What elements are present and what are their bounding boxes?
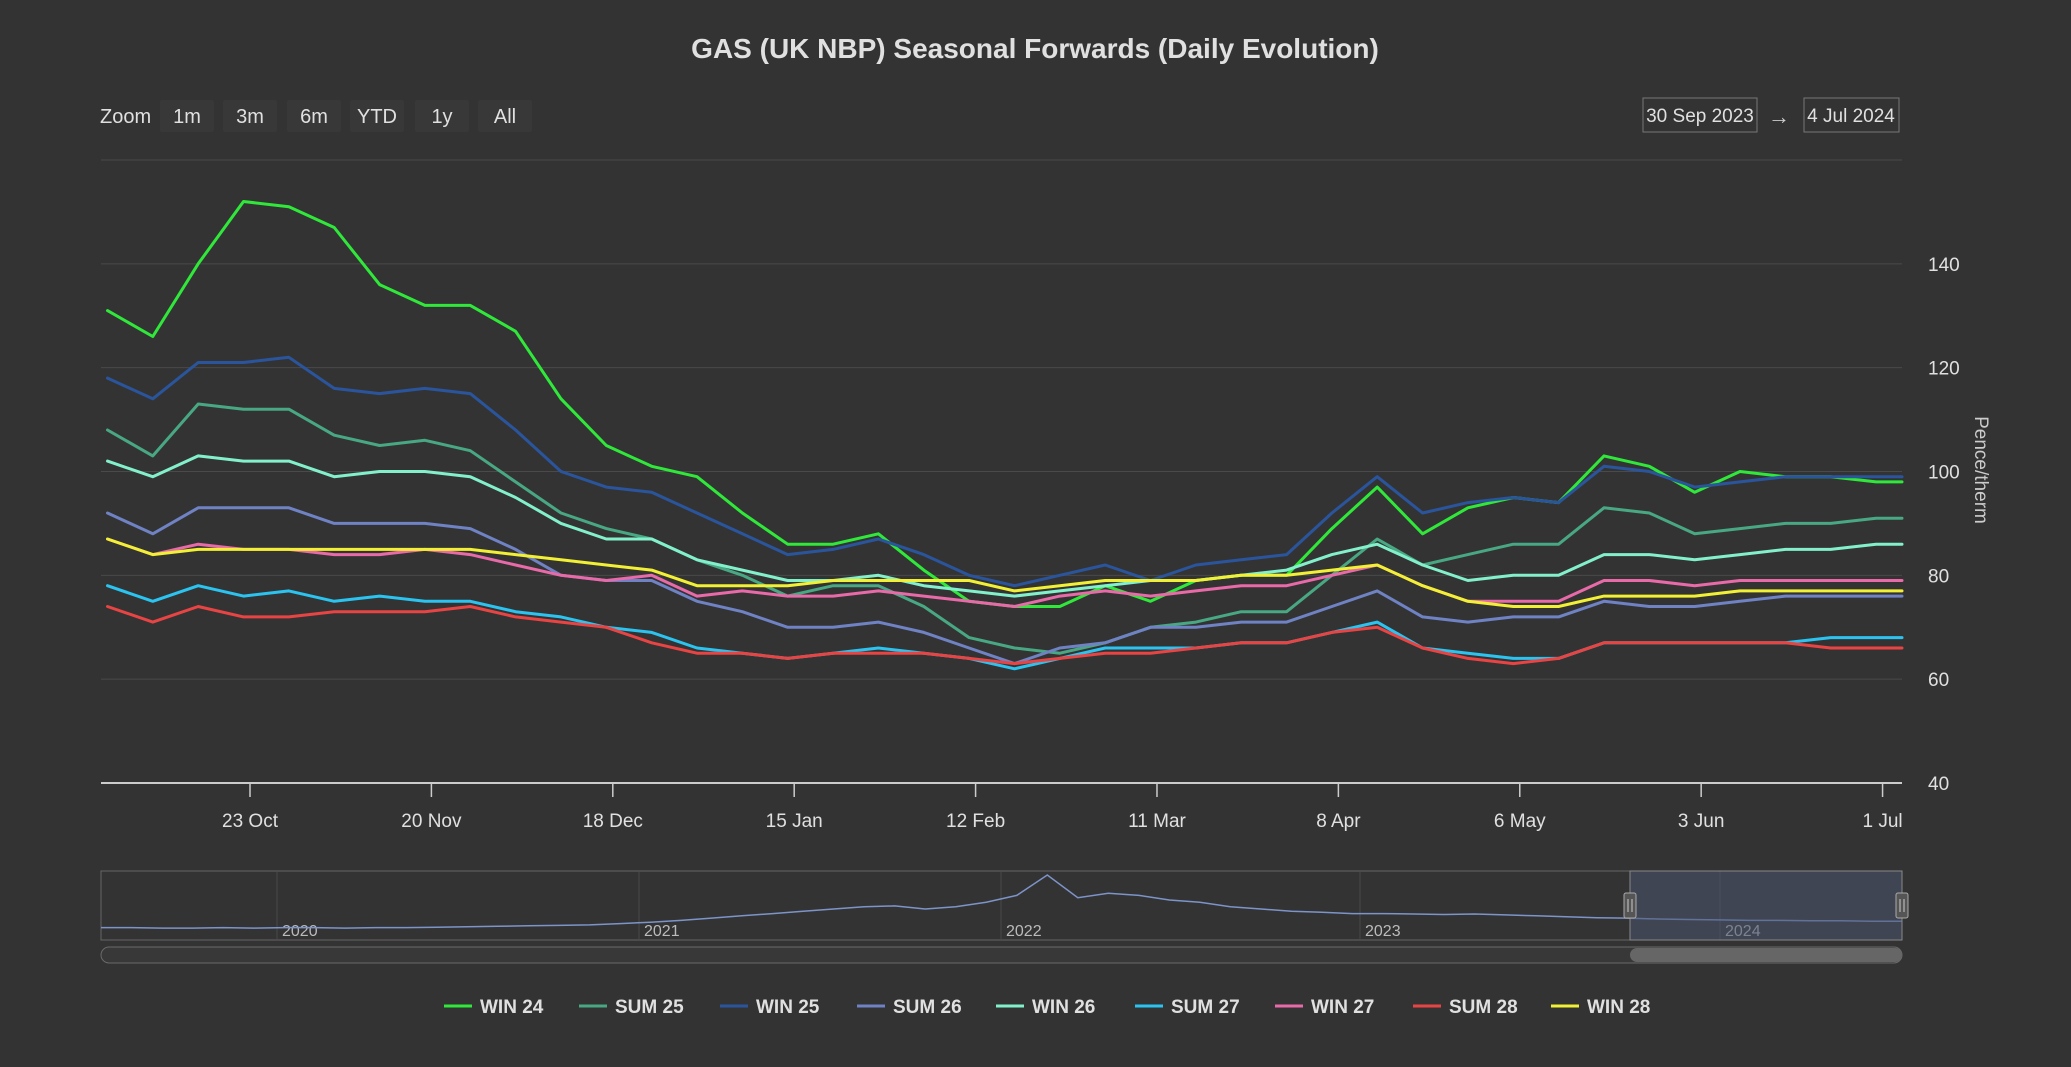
legend-label: SUM 28 — [1449, 997, 1518, 1018]
y-tick-label: 80 — [1928, 566, 1949, 587]
legend-item-win-25[interactable]: WIN 25 — [720, 997, 820, 1018]
zoom-button-ytd[interactable]: YTD — [350, 100, 404, 132]
zoom-controls: Zoom 1m 3m 6m YTD 1y All — [100, 100, 532, 132]
x-tick-label: 20 Nov — [401, 811, 462, 832]
navigator-year-label: 2021 — [644, 923, 680, 940]
zoom-button-label[interactable]: YTD — [357, 106, 397, 128]
y-tick-label: 40 — [1928, 774, 1949, 795]
navigator-handle-left[interactable] — [1623, 892, 1637, 919]
navigator-year-label: 2022 — [1006, 923, 1042, 940]
legend-item-sum-26[interactable]: SUM 26 — [857, 997, 962, 1018]
legend-item-win-24[interactable]: WIN 24 — [444, 997, 544, 1018]
series-line-sum-27 — [106, 584, 1904, 671]
y-axis: 40 60 80 100 120 140 — [1928, 255, 1960, 795]
legend-label: SUM 25 — [615, 997, 684, 1018]
navigator-series-line — [101, 874, 1902, 929]
zoom-button-bg[interactable] — [287, 100, 341, 132]
zoom-button-bg[interactable] — [350, 100, 404, 132]
series-line-win-24 — [106, 200, 1904, 608]
series-line-win-25 — [106, 355, 1904, 588]
legend-item-sum-25[interactable]: SUM 25 — [579, 997, 684, 1018]
zoom-button-bg[interactable] — [223, 100, 277, 132]
series-line-sum-28 — [106, 605, 1904, 666]
zoom-label: Zoom — [100, 106, 151, 128]
navigator-year-label: 2023 — [1365, 923, 1401, 940]
range-from-input[interactable]: 30 Sep 2023 — [1646, 106, 1754, 127]
x-axis: 23 Oct 20 Nov 18 Dec 15 Jan 12 Feb 11 Mar 8 Ap… — [101, 782, 1903, 832]
range-to-box[interactable] — [1803, 97, 1900, 133]
navigator-selection[interactable] — [1629, 870, 1903, 941]
x-tick-label: 1 Jul — [1862, 811, 1902, 832]
x-tick-label: 11 Mar — [1128, 811, 1186, 832]
y-axis-title: Pence/therm — [1970, 416, 1991, 524]
series-line-sum-25 — [106, 402, 1904, 655]
legend-label: SUM 27 — [1171, 997, 1240, 1018]
zoom-button-6m[interactable]: 6m — [287, 100, 341, 132]
zoom-button-bg[interactable] — [415, 100, 469, 132]
legend-label: WIN 27 — [1311, 997, 1374, 1018]
x-tick-label: 12 Feb — [946, 811, 1005, 832]
legend-item-win-26[interactable]: WIN 26 — [996, 997, 1095, 1018]
zoom-button-label[interactable]: 1y — [431, 106, 452, 128]
zoom-button-label[interactable]: 3m — [236, 106, 264, 128]
y-tick-label: 60 — [1928, 670, 1949, 691]
navigator-handle-right[interactable] — [1895, 892, 1909, 919]
scrollbar-thumb[interactable] — [1630, 948, 1902, 962]
series-line-win-27 — [106, 537, 1904, 608]
zoom-button-3m[interactable]: 3m — [223, 100, 277, 132]
legend-item-sum-27[interactable]: SUM 27 — [1135, 997, 1240, 1018]
legend-item-win-28[interactable]: WIN 28 — [1551, 997, 1650, 1018]
x-tick-label: 8 Apr — [1316, 811, 1361, 832]
zoom-button-all[interactable]: All — [478, 100, 532, 132]
x-tick-label: 3 Jun — [1678, 811, 1724, 832]
range-arrow: → — [1768, 104, 1790, 129]
x-tick-label: 15 Jan — [766, 811, 823, 832]
legend-label: WIN 25 — [756, 997, 820, 1018]
zoom-button-1m[interactable]: 1m — [160, 100, 214, 132]
x-tick-label: 23 Oct — [222, 811, 279, 832]
grid — [101, 159, 1902, 680]
chart-title: GAS (UK NBP) Seasonal Forwards (Daily Ev… — [691, 33, 1379, 64]
navigator-handle-body[interactable] — [1895, 892, 1909, 919]
series-lines — [106, 200, 1904, 671]
y-tick-label: 100 — [1928, 463, 1960, 484]
y-tick-label: 120 — [1928, 359, 1960, 380]
zoom-button-label[interactable]: 6m — [300, 106, 328, 128]
legend-label: WIN 24 — [480, 997, 544, 1018]
x-tick-label: 6 May — [1494, 811, 1546, 832]
zoom-button-label[interactable]: All — [494, 106, 516, 128]
series-line-win-26 — [106, 454, 1904, 598]
zoom-button-1y[interactable]: 1y — [415, 100, 469, 132]
series-line-win-28 — [106, 537, 1904, 608]
range-to-input[interactable]: 4 Jul 2024 — [1807, 106, 1895, 127]
zoom-button-bg[interactable] — [160, 100, 214, 132]
legend-label: WIN 28 — [1587, 997, 1650, 1018]
zoom-button-label[interactable]: 1m — [173, 106, 201, 128]
x-tick-label: 18 Dec — [583, 811, 643, 832]
legend-item-sum-28[interactable]: SUM 28 — [1413, 997, 1518, 1018]
zoom-button-bg[interactable] — [478, 100, 532, 132]
navigator-handle-body[interactable] — [1623, 892, 1637, 919]
legend-label: SUM 26 — [893, 997, 962, 1018]
legend-item-win-27[interactable]: WIN 27 — [1275, 997, 1374, 1018]
series-line-sum-26 — [106, 506, 1904, 666]
date-range: 30 Sep 2023 → 4 Jul 2024 — [1642, 97, 1900, 133]
legend: WIN 24 SUM 25 WIN 25 SUM 26 WIN 26 SUM 27 WIN … — [444, 997, 1650, 1018]
navigator-year-label: 2020 — [282, 923, 318, 940]
legend-label: WIN 26 — [1032, 997, 1095, 1018]
range-from-box[interactable] — [1642, 97, 1758, 133]
navigator[interactable]: 20202021202220232024 — [100, 870, 1909, 964]
y-tick-label: 140 — [1928, 255, 1960, 276]
